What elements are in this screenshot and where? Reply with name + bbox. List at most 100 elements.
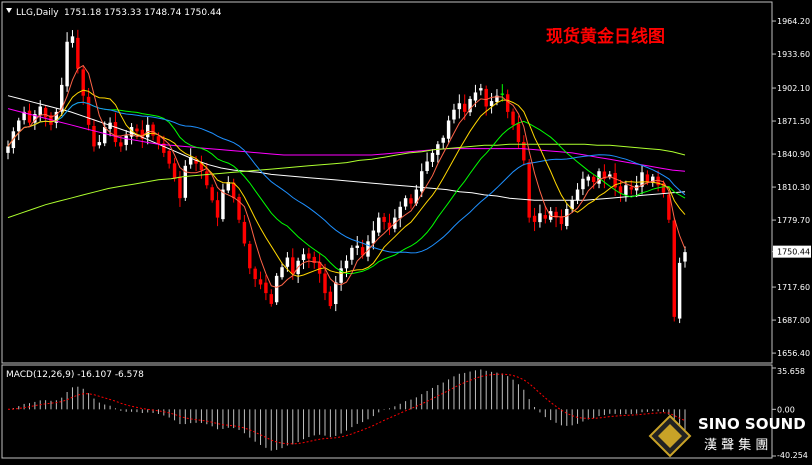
candle-body	[591, 176, 596, 182]
candle-body	[221, 189, 225, 220]
candle-body	[452, 109, 456, 120]
candle-body	[575, 189, 580, 201]
candle-body	[285, 257, 290, 267]
candle-body	[307, 253, 311, 259]
candle-body	[441, 137, 445, 143]
candle-body	[151, 124, 155, 136]
candle-body	[581, 178, 585, 190]
candle-body	[645, 174, 650, 182]
candle-body	[366, 241, 370, 257]
candle-body	[339, 268, 343, 283]
price-tick-label: 1656.40	[777, 349, 810, 358]
candle-body	[677, 262, 682, 319]
candle-body	[532, 215, 537, 222]
candle-body	[124, 135, 128, 145]
candle-body	[409, 198, 413, 204]
candle-body	[479, 88, 483, 91]
candle-body	[226, 182, 231, 191]
price-tick-label: 1964.20	[777, 17, 810, 26]
price-tick-label: 1871.50	[777, 117, 810, 126]
candle-body	[140, 129, 145, 139]
candle-body	[102, 126, 107, 144]
candle-body	[473, 92, 478, 101]
macd-signal-line	[7, 373, 686, 445]
candle-body	[462, 103, 467, 112]
candle-body	[425, 161, 429, 171]
candle-body	[468, 98, 472, 113]
price-tick-label: 1779.70	[777, 216, 810, 225]
candle-body	[586, 176, 591, 181]
candle-body	[414, 189, 419, 204]
candle-body	[430, 152, 435, 162]
candle-body	[38, 106, 42, 116]
ma-line	[7, 64, 686, 288]
candle-body	[608, 174, 612, 178]
candle-body	[371, 230, 376, 244]
candle-body	[280, 267, 284, 278]
candle-body	[629, 187, 633, 190]
candle-body	[253, 268, 257, 280]
ma-line	[7, 101, 686, 254]
candle-body	[543, 215, 548, 219]
candle-body	[205, 171, 209, 186]
last-price-label: 1750.44	[777, 248, 810, 257]
candle-body	[215, 200, 220, 218]
candle-body	[17, 120, 21, 132]
candle-body	[350, 247, 354, 260]
candle-body	[489, 101, 494, 106]
candle-body	[199, 162, 204, 171]
candle-body	[334, 282, 338, 305]
candle-body	[457, 103, 462, 110]
candle-body	[22, 111, 26, 121]
candle-body	[129, 126, 134, 137]
symbol-label: LLG,Daily	[16, 8, 59, 18]
candle-body	[522, 141, 526, 161]
candle-body	[602, 171, 607, 179]
candle-body	[210, 187, 214, 201]
candle-body	[613, 172, 617, 188]
candle-body	[667, 194, 671, 220]
macd-panel-frame	[1, 364, 773, 459]
ma-line	[7, 143, 686, 219]
candle-body	[683, 252, 687, 262]
candle-body	[554, 211, 558, 218]
candle-body	[516, 123, 521, 143]
brand-sub: 漢 聲 集 團	[704, 437, 768, 453]
candle-body	[119, 142, 123, 147]
candle-body	[156, 136, 161, 145]
macd-axis: 35.658 0.00 -40.254	[772, 367, 808, 460]
candle-body	[672, 220, 676, 317]
candle-body	[86, 96, 91, 125]
candle-body	[81, 69, 85, 96]
candle-body	[6, 146, 10, 153]
candle-body	[527, 162, 531, 218]
candle-body	[60, 84, 64, 112]
candle-body	[242, 221, 247, 244]
candle-body	[113, 122, 118, 143]
candle-body	[43, 107, 48, 118]
candle-body	[377, 217, 381, 233]
main-panel-frame	[1, 1, 773, 364]
candle-body	[312, 256, 316, 263]
candle-body	[656, 176, 660, 186]
brand-name: SINO SOUND	[698, 415, 806, 433]
candle-body	[484, 88, 488, 107]
candle-body	[33, 114, 37, 123]
dropdown-triangle-icon[interactable]	[6, 8, 12, 13]
candle-body	[420, 171, 424, 192]
candle-body	[162, 143, 166, 153]
price-axis: 1964.20 1933.60 1902.10 1871.50 1840.90 1810.…	[772, 17, 811, 358]
price-tick-label: 1810.30	[777, 183, 810, 192]
candle-body	[323, 273, 327, 294]
price-tick-label: 1687.00	[777, 316, 810, 325]
candle-body	[258, 279, 263, 285]
candle-body	[500, 93, 505, 95]
candle-body	[97, 142, 102, 146]
candle-body	[661, 183, 666, 193]
ohlc-readout: 1751.18 1753.33 1748.74 1750.44	[64, 8, 222, 18]
macd-label: MACD(12,26,9) -16.107 -6.578	[6, 370, 144, 380]
candle-body	[172, 163, 177, 179]
candle-body	[27, 110, 32, 123]
